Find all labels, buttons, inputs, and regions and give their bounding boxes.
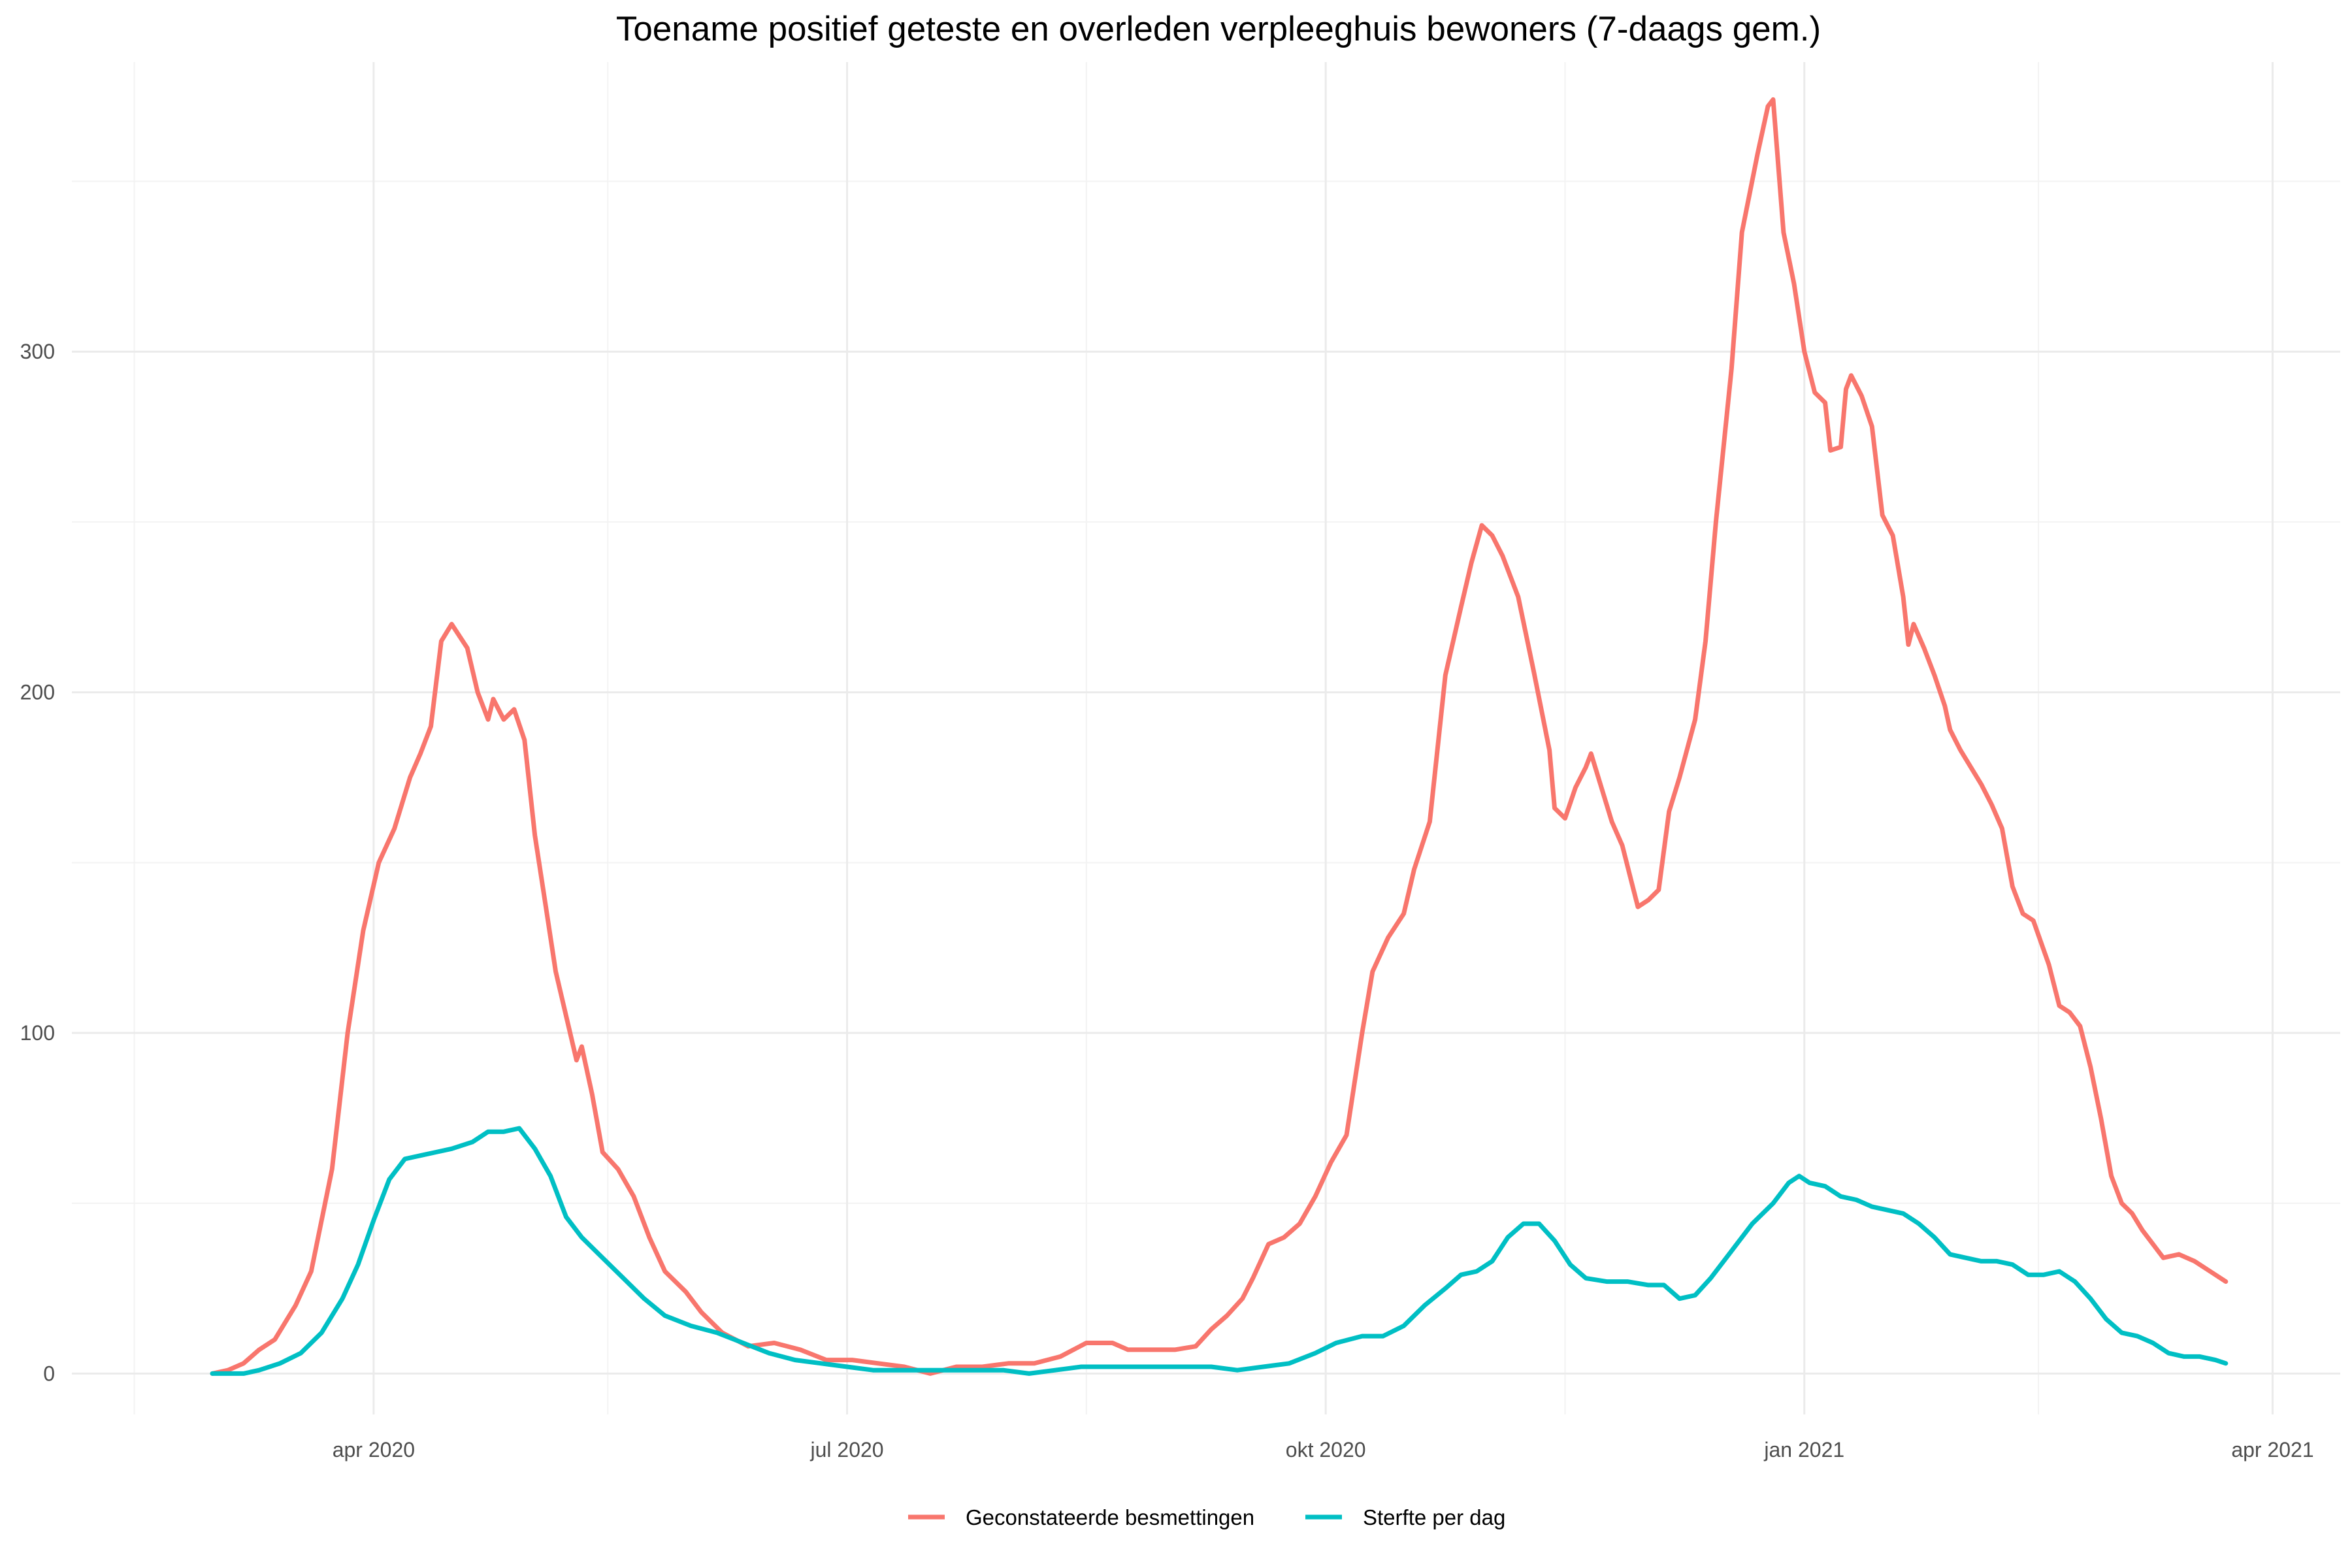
legend: Geconstateerde besmettingen Sterfte per … — [908, 1505, 1505, 1529]
y-tick-label-0: 0 — [43, 1362, 55, 1385]
x-tick-label-jul-2020: jul 2020 — [809, 1438, 883, 1462]
chart-title: Toename positief geteste en overleden ve… — [616, 10, 1821, 48]
y-axis-ticks: 0 100 200 300 — [20, 340, 55, 1385]
x-axis-ticks: apr 2020 jul 2020 okt 2020 jan 2021 apr 2021 — [333, 1438, 2314, 1462]
x-tick-label-okt-2020: okt 2020 — [1286, 1438, 1366, 1462]
series-line-sterfte-per-dag — [210, 1126, 2229, 1376]
legend-label-geconstateerde-besmettingen: Geconstateerde besmettingen — [966, 1505, 1254, 1529]
x-tick-label-apr-2020: apr 2020 — [333, 1438, 415, 1462]
y-tick-label-200: 200 — [20, 681, 55, 704]
y-tick-label-100: 100 — [20, 1021, 55, 1045]
series-lines — [210, 97, 2229, 1376]
legend-label-sterfte-per-dag: Sterfte per dag — [1363, 1505, 1505, 1529]
series-line-geconstateerde-besmettingen — [210, 97, 2229, 1376]
x-tick-label-jan-2021: jan 2021 — [1763, 1438, 1844, 1462]
y-tick-label-300: 300 — [20, 340, 55, 363]
x-tick-label-apr-2021: apr 2021 — [2231, 1438, 2313, 1462]
grid — [72, 62, 2340, 1414]
